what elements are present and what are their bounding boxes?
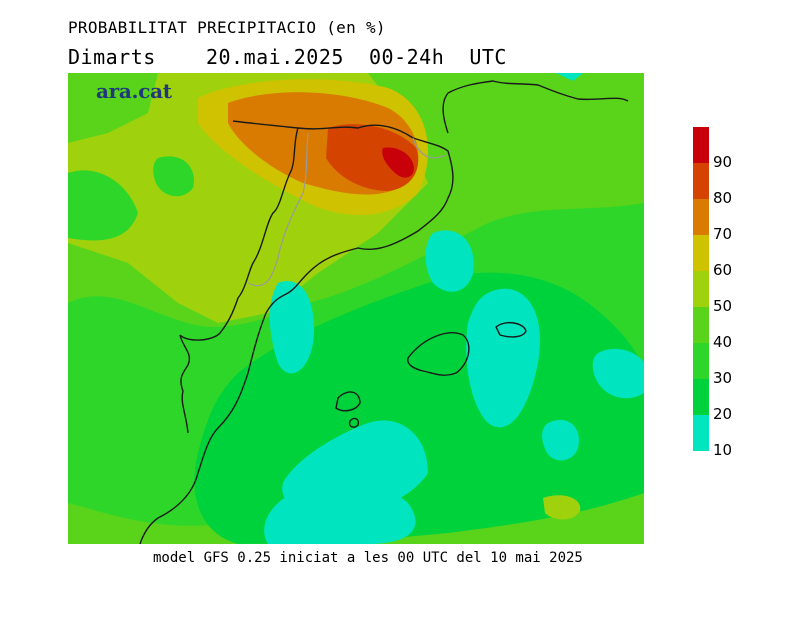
legend-swatch <box>693 271 709 307</box>
field-30-40-northwest <box>68 170 138 241</box>
legend-label: 80 <box>713 189 733 207</box>
field-40-50-corner <box>68 73 158 143</box>
legend-label: 20 <box>713 405 733 423</box>
model-info: model GFS 0.25 iniciat a les 00 UTC del … <box>153 550 583 566</box>
field-10-20-c <box>466 288 540 428</box>
field-10-20-e <box>264 484 416 544</box>
legend-swatch <box>693 235 709 271</box>
internal-border <box>247 132 447 287</box>
legend-label: 40 <box>713 333 733 351</box>
field-10-20-g <box>592 348 644 399</box>
field-10-20-h <box>556 73 583 81</box>
legend-label: 10 <box>713 441 733 459</box>
field-90-100 <box>382 147 414 178</box>
legend-label: 70 <box>713 225 733 243</box>
legend-label: 30 <box>713 369 733 387</box>
legend-label: 60 <box>713 261 733 279</box>
field-10-20-b <box>425 230 474 292</box>
legend-swatch <box>693 163 709 199</box>
field-30-40-blob <box>153 156 194 197</box>
date-line: Dimarts 20.mai.2025 00-24h UTC <box>68 45 507 69</box>
legend-swatch <box>693 307 709 343</box>
field-10-20-f <box>542 419 579 461</box>
legend-label: 50 <box>713 297 733 315</box>
balearic-islands <box>335 321 527 428</box>
legend-swatch <box>693 343 709 379</box>
legend-label: 90 <box>713 153 733 171</box>
coastline <box>139 80 629 544</box>
map-svg <box>68 73 644 544</box>
field-10-20-a <box>269 281 314 374</box>
legend-swatch <box>693 199 709 235</box>
field-50-60-blob <box>543 495 581 520</box>
brand-logo: ara.cat <box>96 79 172 103</box>
legend-swatch <box>693 127 709 163</box>
probability-map: ara.cat <box>68 73 644 544</box>
legend-swatch <box>693 415 709 451</box>
legend-swatch <box>693 379 709 415</box>
field-80-90 <box>326 124 419 191</box>
map-title: PROBABILITAT PRECIPITACIO (en %) <box>68 18 386 37</box>
